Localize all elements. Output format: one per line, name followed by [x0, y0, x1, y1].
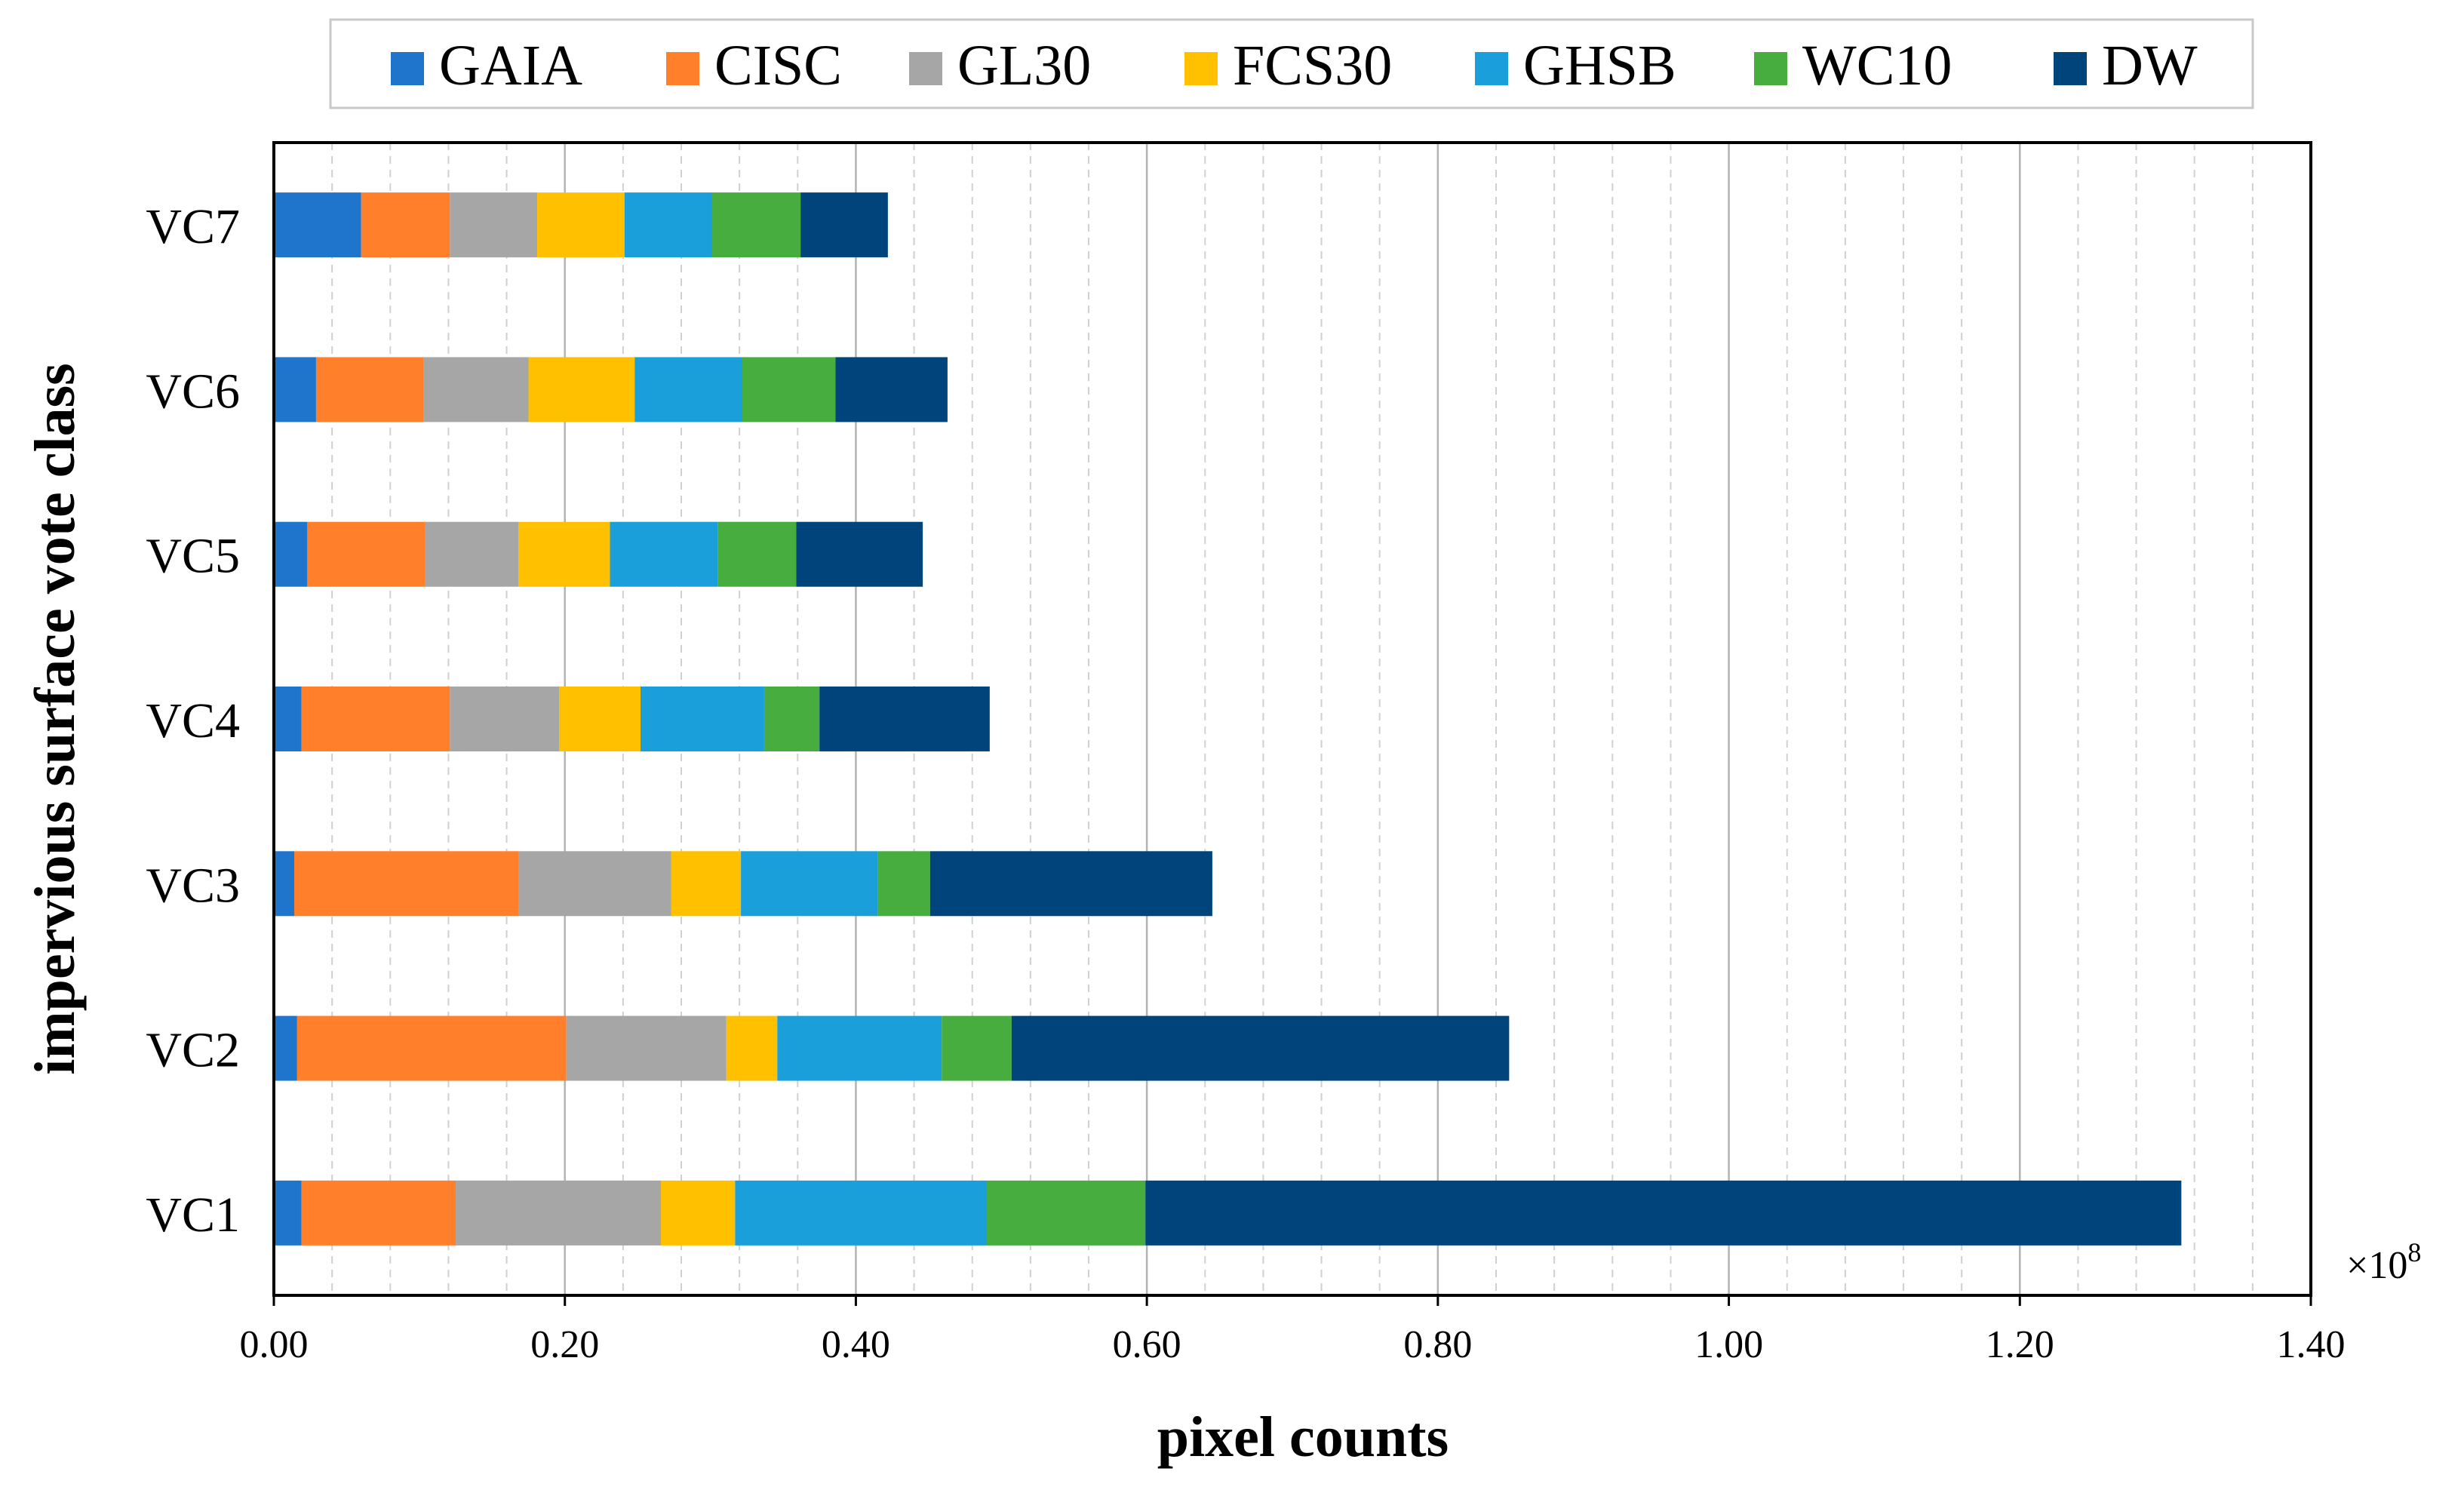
- bar-segment-dw-vc3: [929, 851, 1212, 917]
- bar-segment-ghsb-vc1: [735, 1180, 987, 1246]
- legend-label-dw: DW: [2102, 34, 2198, 97]
- category-label: VC3: [146, 858, 240, 913]
- bar-segment-fcs30-vc1: [661, 1180, 736, 1246]
- bar-segment-ghsb-vc6: [634, 357, 742, 422]
- category-label: VC4: [146, 693, 240, 748]
- x-tick-label: 1.40: [2277, 1323, 2346, 1366]
- bar-segment-gl30-vc1: [456, 1180, 661, 1246]
- x-tick-label: 0.40: [822, 1323, 890, 1366]
- bar-segment-gaia-vc6: [274, 357, 316, 422]
- bar-segment-dw-vc4: [819, 687, 990, 751]
- bar-segment-gaia-vc7: [274, 192, 361, 258]
- bar-segment-ghsb-vc7: [624, 192, 712, 258]
- category-label: VC1: [146, 1187, 240, 1243]
- legend-label-gl30: GL30: [957, 34, 1091, 97]
- x-tick-label: 1.20: [1986, 1323, 2054, 1366]
- bar-segment-cisc-vc5: [307, 521, 426, 587]
- legend-swatch-dw: [2054, 52, 2087, 85]
- legend-label-cisc: CISC: [714, 34, 842, 97]
- bar-segment-fcs30-vc6: [528, 357, 635, 422]
- bar-segment-gl30-vc7: [450, 192, 538, 258]
- bar-segment-gl30-vc5: [425, 521, 518, 587]
- bar-segment-ghsb-vc2: [777, 1015, 942, 1081]
- bar-segment-gl30-vc6: [423, 357, 529, 422]
- x-scale-multiplier: ×108: [2346, 1237, 2421, 1287]
- bar-segment-cisc-vc6: [315, 357, 424, 422]
- legend-label-gaia: GAIA: [439, 34, 582, 97]
- bar-segment-wc10-vc1: [987, 1180, 1146, 1246]
- bar-segment-gaia-vc5: [274, 521, 308, 587]
- bar-segment-ghsb-vc4: [641, 687, 764, 751]
- bar-segment-fcs30-vc7: [537, 192, 625, 258]
- bars: [274, 192, 2182, 1246]
- x-tick-label: 1.00: [1694, 1323, 1763, 1366]
- bar-segment-dw-vc2: [1011, 1015, 1510, 1081]
- legend-swatch-ghsb: [1475, 52, 1508, 85]
- x-tick-label: 0.80: [1403, 1323, 1472, 1366]
- legend: GAIA CISC GL30 FCS30 GHSB WC10 DW: [329, 18, 2254, 109]
- x-tick-label: 0.20: [530, 1323, 599, 1366]
- bar-segment-cisc-vc3: [294, 851, 518, 917]
- bar-segment-fcs30-vc2: [726, 1015, 778, 1081]
- x-axis-ticks: 0.00 0.20 0.40 0.60 0.80 1.00 1.20 1.40: [240, 1295, 2346, 1366]
- bar-segment-cisc-vc1: [301, 1180, 456, 1246]
- bar-segment-wc10-vc3: [877, 851, 930, 917]
- bar-segment-fcs30-vc5: [518, 521, 610, 587]
- bar-segment-gaia-vc4: [274, 687, 302, 751]
- category-label: VC6: [146, 364, 240, 419]
- bar-segment-wc10-vc6: [742, 357, 836, 422]
- legend-box: [329, 18, 2254, 109]
- bar-segment-gl30-vc4: [450, 687, 559, 751]
- bar-segment-gaia-vc2: [274, 1015, 297, 1081]
- bar-segment-cisc-vc4: [301, 687, 450, 751]
- bar-segment-gaia-vc3: [274, 851, 294, 917]
- bar-segment-wc10-vc4: [763, 687, 820, 751]
- bar-segment-cisc-vc7: [361, 192, 450, 258]
- bar-segment-cisc-vc2: [296, 1015, 567, 1081]
- bar-segment-fcs30-vc3: [671, 851, 742, 917]
- bar-segment-ghsb-vc3: [741, 851, 878, 917]
- legend-label-ghsb: GHSB: [1523, 34, 1676, 97]
- bar-segment-wc10-vc5: [717, 521, 797, 587]
- legend-swatch-wc10: [1754, 52, 1787, 85]
- x-tick-label: 0.60: [1113, 1323, 1181, 1366]
- y-axis-title: impervious surface vote class: [23, 363, 87, 1075]
- bar-segment-wc10-vc2: [942, 1015, 1012, 1081]
- bar-segment-dw-vc1: [1145, 1180, 2182, 1246]
- bar-segment-wc10-vc7: [711, 192, 801, 258]
- y-axis-categories: VC7 VC6 VC5 VC4 VC3 VC2 VC1: [146, 199, 240, 1243]
- legend-swatch-gaia: [391, 52, 424, 85]
- bar-segment-ghsb-vc5: [610, 521, 718, 587]
- bar-segment-dw-vc5: [796, 521, 923, 587]
- category-label: VC7: [146, 199, 240, 254]
- legend-swatch-gl30: [909, 52, 942, 85]
- legend-swatch-cisc: [666, 52, 699, 85]
- legend-swatch-fcs30: [1184, 52, 1218, 85]
- x-tick-label: 0.00: [240, 1323, 309, 1366]
- plot-frame: [272, 141, 2312, 1297]
- bar-segment-dw-vc7: [800, 192, 888, 258]
- bar-segment-fcs30-vc4: [559, 687, 641, 751]
- bar-segment-gl30-vc2: [566, 1015, 727, 1081]
- legend-label-wc10: WC10: [1802, 34, 1952, 97]
- bar-segment-gl30-vc3: [518, 851, 671, 917]
- category-label: VC5: [146, 529, 240, 584]
- category-label: VC2: [146, 1023, 240, 1078]
- bar-segment-gaia-vc1: [274, 1180, 302, 1246]
- legend-label-fcs30: FCS30: [1233, 34, 1392, 97]
- bar-segment-dw-vc6: [835, 357, 948, 422]
- x-axis-title: pixel counts: [1157, 1405, 1449, 1469]
